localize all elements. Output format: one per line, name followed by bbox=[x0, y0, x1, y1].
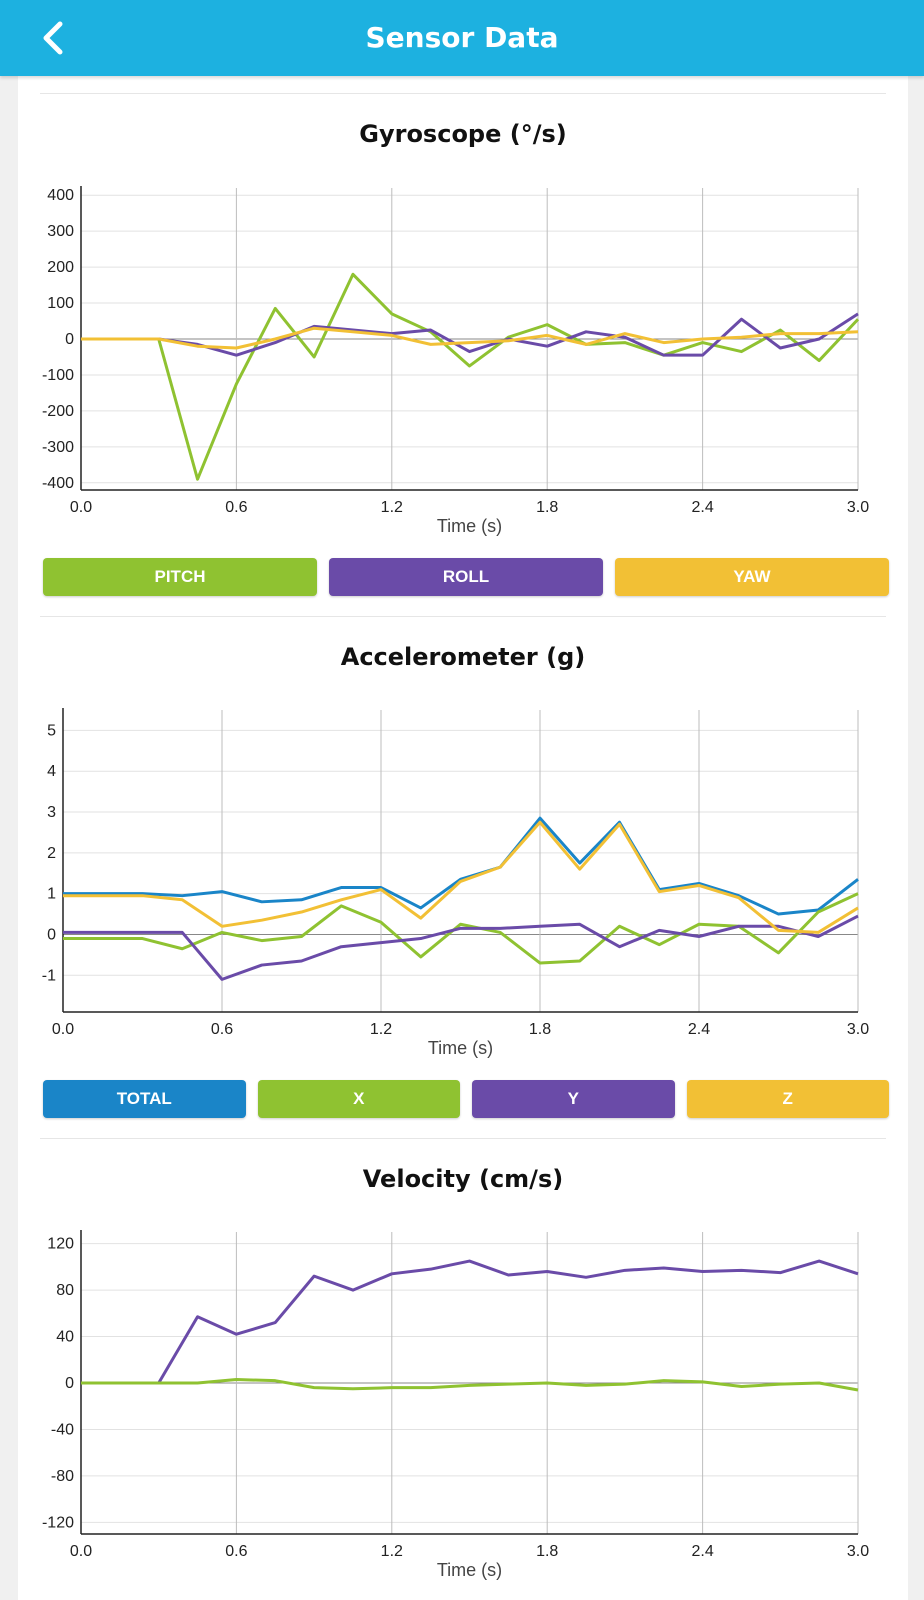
charts-card: Gyroscope (°/s) 400 300 200 100 0 -100 -200 -30… bbox=[18, 76, 908, 1600]
y-tick-label: -300 bbox=[42, 439, 74, 456]
x-axis-label: Time (s) bbox=[428, 1038, 493, 1058]
y-tick-label: 0 bbox=[65, 1375, 74, 1392]
legend-toggle-z[interactable]: Z bbox=[686, 1080, 889, 1118]
y-tick-label: -200 bbox=[42, 403, 74, 420]
gyroscope-chart: 400 300 200 100 0 -100 -200 -300 -400 0.0 0.6 1.2 1.… bbox=[42, 186, 869, 536]
y-tick-label: 1 bbox=[47, 886, 56, 903]
x-axis-label: Time (s) bbox=[437, 1560, 502, 1580]
x-tick-label: 0.6 bbox=[211, 1021, 233, 1038]
y-tick-label: 40 bbox=[56, 1329, 74, 1346]
legend-toggle-total[interactable]: TOTAL bbox=[43, 1080, 246, 1118]
x-tick-label: 0.6 bbox=[225, 1543, 247, 1560]
x-axis-label: Time (s) bbox=[437, 516, 502, 536]
x-tick-label: 0.0 bbox=[70, 499, 92, 516]
page-title: Sensor Data bbox=[365, 21, 559, 54]
legend-toggle-y[interactable]: Y bbox=[472, 1080, 675, 1118]
gyroscope-chart-title: Gyroscope (°/s) bbox=[359, 120, 567, 148]
series-line-pitch bbox=[81, 272, 860, 481]
series-line-roll bbox=[81, 312, 859, 357]
y-tick-label: 0 bbox=[65, 331, 74, 348]
x-tick-label: 3.0 bbox=[847, 499, 869, 516]
y-tick-label: 0 bbox=[47, 926, 56, 943]
y-tick-label: -40 bbox=[51, 1421, 74, 1438]
series-line-z bbox=[63, 820, 859, 934]
x-tick-label: 1.8 bbox=[536, 1543, 558, 1560]
legend-toggle-yaw[interactable]: YAW bbox=[615, 558, 889, 596]
series-line-1 bbox=[81, 1259, 859, 1385]
y-tick-label: 5 bbox=[47, 722, 56, 739]
back-button[interactable] bbox=[30, 14, 78, 62]
accelerometer-chart-title: Accelerometer (g) bbox=[340, 643, 586, 671]
legend-toggle-pitch[interactable]: PITCH bbox=[43, 558, 317, 596]
x-tick-label: 1.8 bbox=[536, 499, 558, 516]
y-tick-label: 120 bbox=[47, 1236, 74, 1253]
divider bbox=[40, 93, 886, 94]
x-tick-label: 3.0 bbox=[847, 1021, 869, 1038]
series-line-total bbox=[63, 816, 859, 916]
x-tick-label: 1.8 bbox=[529, 1021, 551, 1038]
legend-toggle-x[interactable]: X bbox=[257, 1080, 460, 1118]
series-line-yaw bbox=[81, 326, 859, 350]
y-tick-label: 200 bbox=[47, 259, 74, 276]
y-tick-label: -100 bbox=[42, 367, 74, 384]
chevron-left-icon bbox=[43, 21, 63, 55]
y-tick-label: 80 bbox=[56, 1282, 74, 1299]
y-tick-label: 300 bbox=[47, 223, 74, 240]
series-line-2 bbox=[81, 1378, 859, 1392]
y-tick-label: 4 bbox=[47, 763, 56, 780]
series-line-y bbox=[63, 914, 859, 981]
accelerometer-chart: 5 4 3 2 1 0 -1 0.0 0.6 1.2 1.8 2.4 3.0 Time (s) bbox=[42, 708, 869, 1058]
x-tick-label: 1.2 bbox=[370, 1021, 392, 1038]
divider bbox=[40, 1138, 886, 1139]
y-tick-label: -400 bbox=[42, 475, 74, 492]
y-tick-label: 3 bbox=[47, 804, 56, 821]
y-tick-label: -1 bbox=[42, 967, 56, 984]
velocity-chart: 120 80 40 0 -40 -80 -120 0.0 0.6 1.2 1.8 2.4 3.0 Time… bbox=[42, 1230, 869, 1580]
x-tick-label: 0.0 bbox=[52, 1021, 74, 1038]
x-tick-label: 2.4 bbox=[691, 1543, 713, 1560]
x-tick-label: 0.0 bbox=[70, 1543, 92, 1560]
velocity-chart-title: Velocity (cm/s) bbox=[362, 1165, 564, 1193]
y-tick-label: -120 bbox=[42, 1514, 74, 1531]
x-tick-label: 1.2 bbox=[381, 499, 403, 516]
x-tick-label: 3.0 bbox=[847, 1543, 869, 1560]
y-tick-label: 2 bbox=[47, 845, 56, 862]
x-tick-label: 2.4 bbox=[691, 499, 713, 516]
series-line-x bbox=[63, 892, 859, 965]
x-tick-label: 2.4 bbox=[688, 1021, 710, 1038]
x-tick-label: 1.2 bbox=[381, 1543, 403, 1560]
x-tick-label: 0.6 bbox=[225, 499, 247, 516]
y-tick-label: 400 bbox=[47, 187, 74, 204]
y-tick-label: -80 bbox=[51, 1468, 74, 1485]
legend-toggle-roll[interactable]: ROLL bbox=[329, 558, 603, 596]
app-bar: Sensor Data bbox=[0, 0, 924, 76]
divider bbox=[40, 616, 886, 617]
y-tick-label: 100 bbox=[47, 295, 74, 312]
